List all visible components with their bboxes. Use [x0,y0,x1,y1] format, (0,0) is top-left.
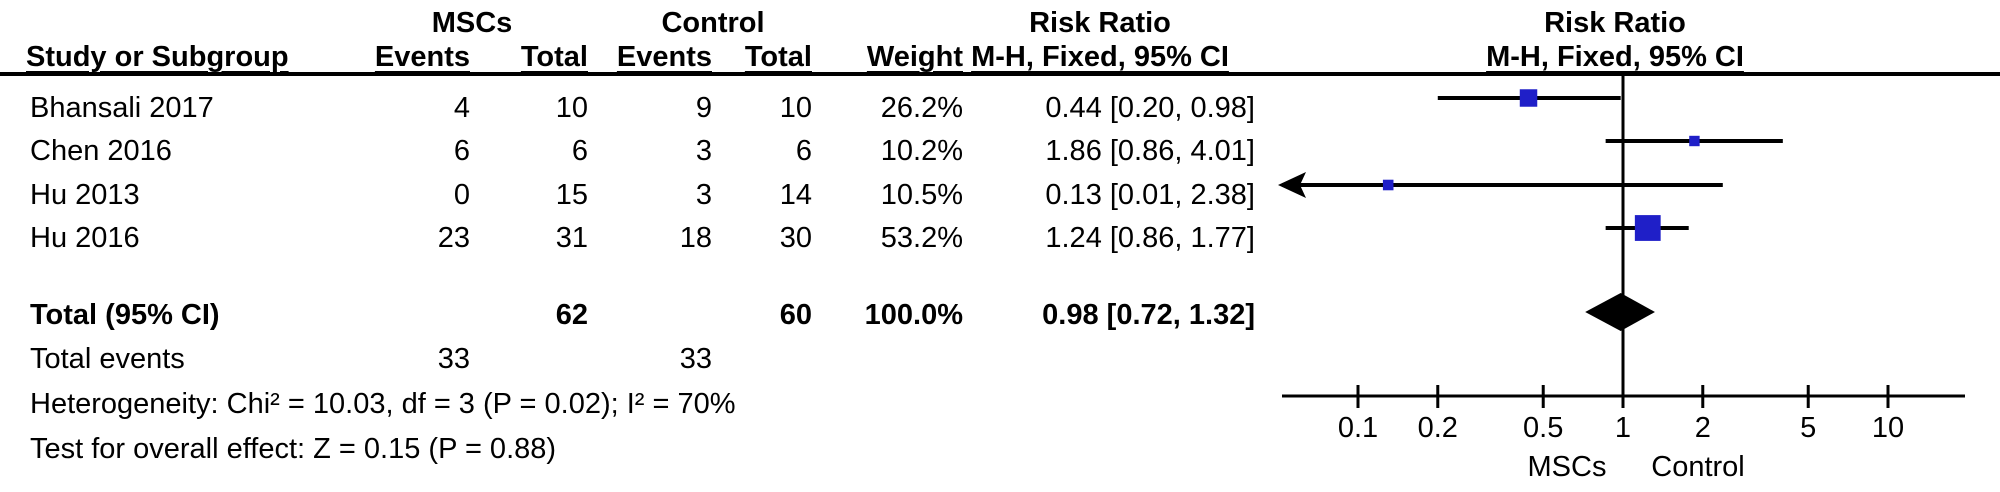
events2-value: 3 [695,135,712,167]
axis-tick [1621,385,1625,408]
total2-value: 30 [779,222,812,254]
total2-value: 6 [795,135,812,167]
axis-tick [1356,385,1360,408]
tick-label: 10 [1871,412,1905,444]
events1-value: 0 [453,179,470,211]
total1-sum: 62 [555,299,588,331]
ci-text: 1.86 [0.86, 4.01] [1045,135,1255,167]
tick-label: 0.1 [1337,412,1379,444]
group1-header: MSCs [431,7,513,39]
total1-value: 10 [555,92,588,124]
total2-col-header: Total [744,41,812,73]
no-effect-line [1621,76,1625,396]
group2-header: Control [661,7,765,39]
weight-value: 10.5% [880,179,963,211]
study-marker [1519,89,1538,107]
total-events1: 33 [437,343,470,375]
mh-fixed-header-right: M-H, Fixed, 95% CI [1486,41,1744,73]
study-marker [1634,215,1661,241]
total-events2: 33 [679,343,712,375]
axis-tick [1541,385,1545,408]
heterogeneity-text: Heterogeneity: Chi² = 10.03, df = 3 (P =… [30,388,736,420]
total1-value: 6 [571,135,588,167]
events1-value: 23 [437,222,470,254]
axis-tick [1886,385,1890,408]
risk-ratio-header-right: Risk Ratio [1544,7,1686,39]
axis-tick [1436,385,1440,408]
tick-label: 0.5 [1523,412,1564,444]
ci-text: 0.13 [0.01, 2.38] [1045,179,1255,211]
axis-tick [1701,385,1705,408]
tick-label: 0.2 [1417,412,1458,444]
total-ci-text: 0.98 [0.72, 1.32] [1042,299,1255,331]
events2-value: 18 [679,222,712,254]
events2-value: 3 [695,179,712,211]
study-name: Bhansali 2017 [30,92,214,124]
total2-sum: 60 [779,299,812,331]
ci-line [1282,183,1723,187]
weight-value: 53.2% [880,222,963,254]
weight-value: 26.2% [880,92,963,124]
arrow-left [1278,172,1306,198]
events1-col-header: Events [374,41,470,73]
study-name: Hu 2016 [30,222,140,254]
events1-value: 4 [453,92,470,124]
total-weight: 100.0% [864,299,963,331]
overall-effect-text: Test for overall effect: Z = 0.15 (P = 0… [30,433,557,465]
total-diamond [1585,293,1655,331]
axis-tick [1806,385,1810,408]
favours-left-label: MSCs [1527,451,1607,483]
total2-value: 14 [779,179,812,211]
tick-label: 1 [1614,412,1632,444]
total1-value: 15 [555,179,588,211]
study-marker [1689,135,1700,147]
events2-value: 9 [695,92,712,124]
total-label: Total (95% CI) [30,299,220,331]
weight-value: 10.2% [880,135,963,167]
study-name: Hu 2013 [30,179,140,211]
tick-label: 5 [1800,412,1817,444]
favours-right-label: Control [1651,451,1745,483]
study-name: Chen 2016 [30,135,172,167]
ci-text: 1.24 [0.86, 1.77] [1045,222,1255,254]
total-events-label: Total events [30,343,185,375]
study-col-header: Study or Subgroup [26,41,289,73]
events1-value: 6 [453,135,470,167]
mh-fixed-header-left: M-H, Fixed, 95% CI [971,41,1229,73]
study-marker [1382,179,1394,191]
ci-text: 0.44 [0.20, 0.98] [1045,92,1255,124]
header-rule [0,72,2000,76]
risk-ratio-header-left: Risk Ratio [1029,7,1171,39]
total1-col-header: Total [520,41,588,73]
events2-col-header: Events [616,41,712,73]
tick-label: 2 [1694,412,1711,444]
total1-value: 31 [555,222,588,254]
total2-value: 10 [779,92,812,124]
weight-col-header: Weight [866,41,963,73]
